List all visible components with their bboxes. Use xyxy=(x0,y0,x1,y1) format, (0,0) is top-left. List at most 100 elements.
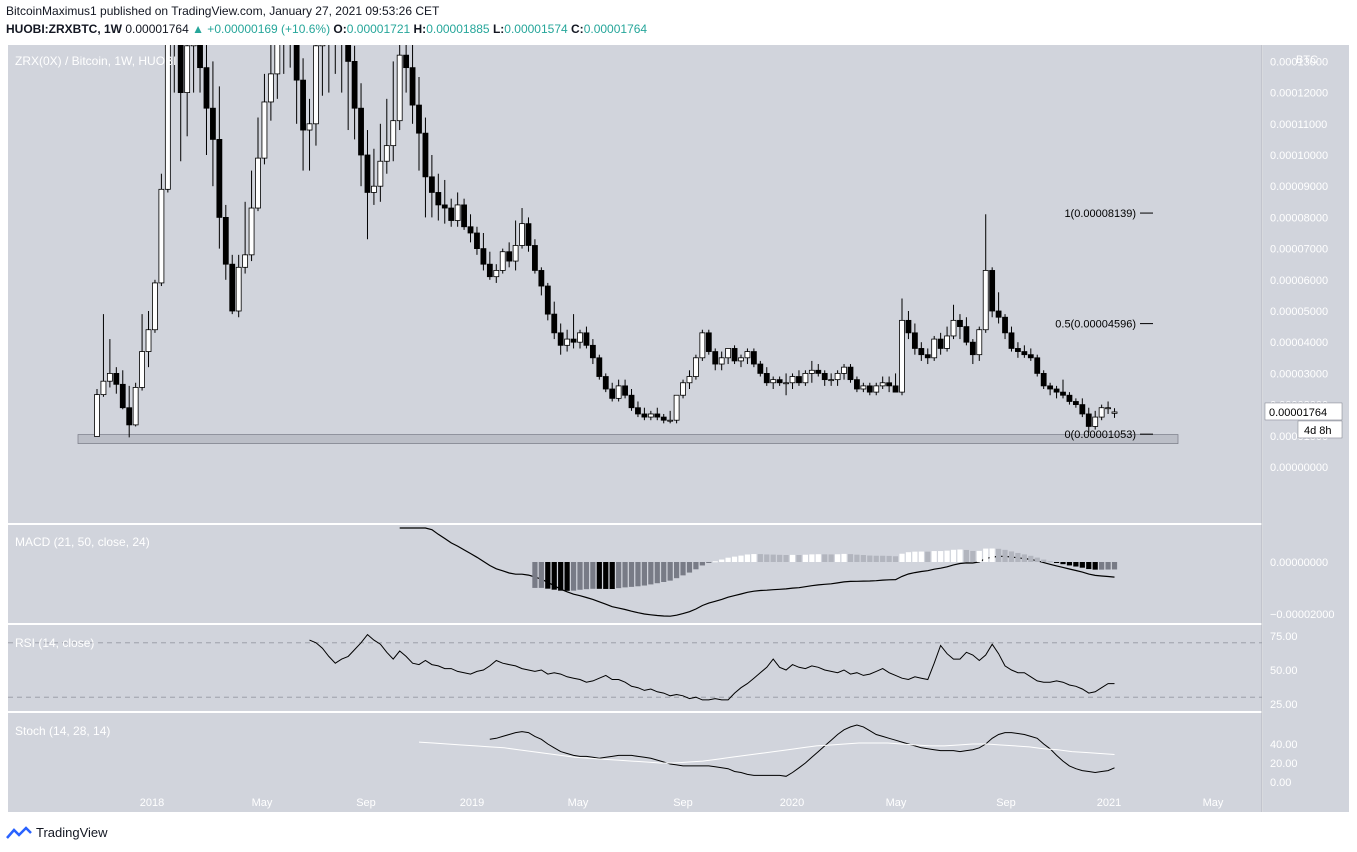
candle xyxy=(428,176,435,193)
candle xyxy=(886,382,893,387)
candle xyxy=(834,372,841,381)
candle xyxy=(1053,388,1060,393)
candle xyxy=(448,207,455,221)
candle xyxy=(976,329,983,356)
candle xyxy=(873,385,880,393)
candle xyxy=(635,407,641,415)
candle xyxy=(789,376,796,384)
candle xyxy=(467,226,474,234)
macd-histogram-bar xyxy=(938,551,944,562)
macd-histogram-bar xyxy=(777,554,783,562)
candle xyxy=(918,348,925,356)
macd-histogram-bar xyxy=(686,562,693,573)
candle xyxy=(235,266,242,312)
candle xyxy=(551,313,558,334)
macd-histogram-bar xyxy=(828,554,834,562)
rsi-pane[interactable] xyxy=(8,625,1262,711)
candle xyxy=(892,385,899,393)
macd-histogram-bar xyxy=(577,562,583,590)
macd-histogram-bar xyxy=(835,554,841,562)
last-price-badge xyxy=(1264,402,1343,421)
macd-legend: MACD (21, 50, close, 24) xyxy=(15,535,150,549)
candle xyxy=(358,107,364,156)
price-tick: 0.00004000 xyxy=(1270,337,1328,349)
support-zone xyxy=(77,434,1179,444)
candle xyxy=(293,45,300,81)
price-pane[interactable] xyxy=(8,45,1262,523)
candle xyxy=(538,270,545,287)
candle xyxy=(899,319,905,393)
candle xyxy=(1098,407,1105,418)
candle xyxy=(339,30,344,36)
macd-histogram-bar xyxy=(609,562,615,589)
candle xyxy=(570,338,577,343)
candle xyxy=(132,387,139,426)
candle xyxy=(1002,316,1008,334)
stoch-tick: 20.00 xyxy=(1270,758,1298,770)
open-label: O: xyxy=(333,22,347,36)
candle xyxy=(680,382,686,396)
macd-histogram-bar xyxy=(957,549,963,562)
candle xyxy=(383,145,390,162)
macd-histogram-bar xyxy=(751,554,757,562)
currency-label: BTC xyxy=(1296,54,1318,66)
stoch-k-line xyxy=(489,724,1115,777)
candle xyxy=(950,319,957,337)
macd-histogram-bar xyxy=(628,562,635,587)
candle xyxy=(583,332,590,346)
candle xyxy=(667,419,674,422)
candle xyxy=(796,376,802,384)
stoch-pane[interactable] xyxy=(8,713,1262,792)
price-tick: 0.00003000 xyxy=(1270,368,1328,380)
macd-histogram-bar xyxy=(796,555,802,562)
candle xyxy=(274,45,281,75)
candle xyxy=(660,416,667,421)
candle xyxy=(333,24,338,30)
time-axis[interactable] xyxy=(8,792,1262,812)
macd-tick: 0.00000000 xyxy=(1270,557,1328,569)
candle xyxy=(1105,407,1111,410)
candle xyxy=(313,45,319,125)
price-tick: 0.00009000 xyxy=(1270,181,1328,193)
macd-histogram-bar xyxy=(1066,562,1073,566)
candle xyxy=(1066,394,1073,402)
time-tick: May xyxy=(568,797,589,809)
open-value: 0.00001721 xyxy=(346,22,411,36)
tradingview-footer[interactable]: TradingView xyxy=(6,825,108,840)
candle xyxy=(177,45,184,94)
candle xyxy=(403,54,410,69)
candle xyxy=(577,332,583,343)
candle xyxy=(532,245,538,271)
macd-histogram-bar xyxy=(564,562,570,591)
price-tick: 0.00005000 xyxy=(1270,306,1328,318)
macd-histogram-bar xyxy=(950,549,957,562)
fib-label: 1(0.00008139) xyxy=(1064,208,1136,220)
stoch-tick: 40.00 xyxy=(1270,739,1298,751)
candle xyxy=(184,45,191,93)
candle xyxy=(750,351,757,365)
candle xyxy=(763,372,770,384)
macd-histogram-bar xyxy=(1021,554,1027,562)
high-label: H: xyxy=(413,22,427,36)
candle xyxy=(164,45,171,190)
macd-histogram-bar xyxy=(616,562,622,589)
candle xyxy=(963,326,970,343)
rsi-line xyxy=(309,633,1115,701)
candle xyxy=(1111,411,1118,414)
candle xyxy=(647,413,654,418)
candle xyxy=(126,407,133,426)
candle xyxy=(815,369,822,374)
candle xyxy=(172,24,177,30)
macd-pane[interactable] xyxy=(8,525,1262,623)
macd-histogram-bar xyxy=(667,562,673,581)
macd-histogram-bar xyxy=(770,554,776,562)
macd-histogram-bar xyxy=(538,562,544,588)
candle xyxy=(841,366,847,374)
macd-histogram-bar xyxy=(873,555,879,562)
macd-histogram-bar xyxy=(1053,562,1060,563)
candle xyxy=(435,192,442,206)
stoch-d-line xyxy=(418,741,1115,764)
macd-histogram-bar xyxy=(764,554,770,562)
macd-histogram-bar xyxy=(641,562,647,586)
